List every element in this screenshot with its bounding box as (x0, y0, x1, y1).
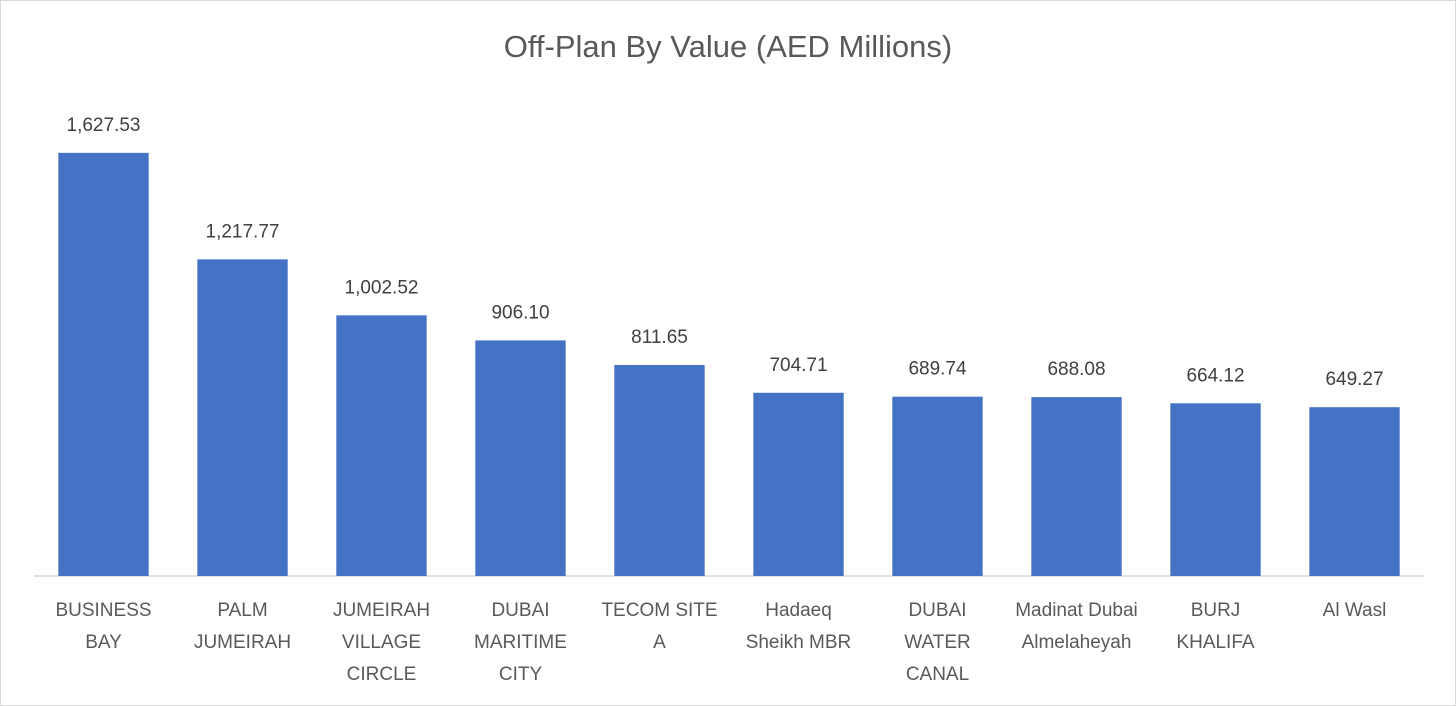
value-label: 689.74 (908, 359, 967, 380)
bar (1170, 403, 1261, 576)
bar (1309, 407, 1400, 576)
x-tick-label: PALM JUMEIRAH (193, 600, 292, 653)
bar (892, 396, 983, 576)
bar (336, 315, 427, 576)
x-tick-label: BURJ KHALIFA (1176, 600, 1255, 653)
bar (197, 259, 288, 576)
x-tick-label: Hadaeq Sheikh MBR (745, 600, 852, 653)
bar (58, 152, 149, 576)
value-label: 688.08 (1047, 359, 1105, 380)
value-label: 906.10 (491, 302, 549, 323)
x-tick-label: DUBAI MARITIME CITY (474, 600, 567, 685)
value-label: 1,002.52 (345, 277, 419, 298)
value-label: 1,627.53 (67, 115, 141, 136)
chart-title: Off-Plan By Value (AED Millions) (504, 29, 953, 64)
x-tick-label: TECOM SITE A (601, 600, 718, 653)
x-tick-label: JUMEIRAH VILLAGE CIRCLE (332, 600, 431, 685)
x-tick-label: BUSINESS BAY (55, 600, 152, 653)
value-label: 649.27 (1325, 369, 1383, 390)
bar (753, 392, 844, 576)
value-label: 811.65 (631, 327, 688, 348)
x-tick-label: DUBAI WATER CANAL (904, 600, 971, 685)
x-tick-label: Madinat Dubai Almelaheyah (1015, 600, 1138, 653)
bar (475, 340, 566, 576)
bar (614, 364, 705, 576)
value-label: 704.71 (769, 355, 827, 376)
x-tick-label: Al Wasl (1322, 600, 1387, 621)
bar (1031, 397, 1122, 576)
value-label: 664.12 (1186, 365, 1244, 386)
value-label: 1,217.77 (206, 221, 280, 242)
